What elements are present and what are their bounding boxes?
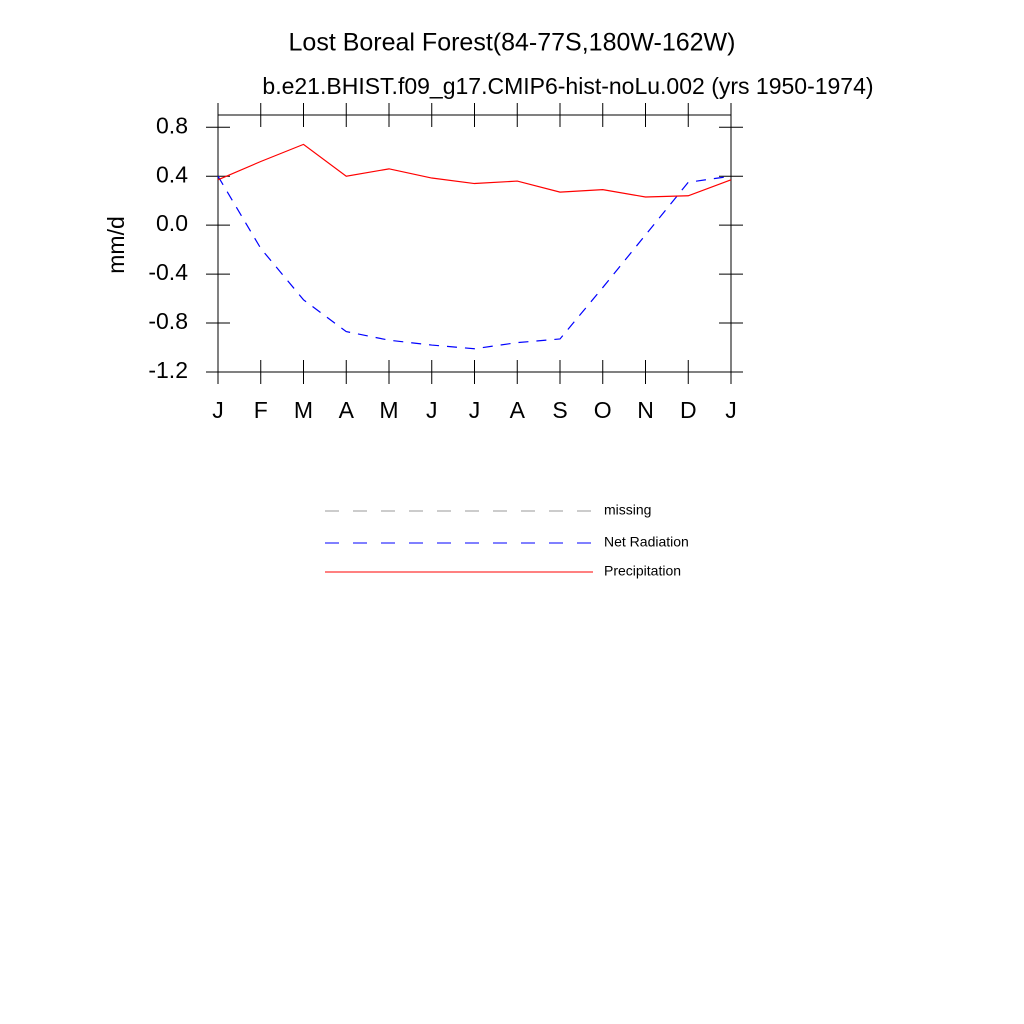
y-tick-label: 0.8: [156, 112, 188, 138]
x-tick-label: J: [426, 397, 438, 423]
x-tick-label: D: [680, 397, 697, 423]
x-tick-label: M: [294, 397, 313, 423]
x-tick-label: A: [339, 397, 355, 423]
series-line: [217, 175, 732, 350]
x-tick-label: J: [212, 397, 224, 423]
x-tick-label: J: [469, 397, 481, 423]
plot-frame: [217, 114, 732, 373]
y-tick-label: 0.4: [156, 161, 188, 187]
y-axis-label: mm/d: [103, 216, 129, 274]
x-tick-label: N: [637, 397, 654, 423]
chart-title: Lost Boreal Forest(84-77S,180W-162W): [289, 29, 736, 57]
x-tick-label: F: [254, 397, 268, 423]
y-tick-label: -1.2: [148, 357, 188, 383]
legend-label: missing: [604, 502, 651, 518]
x-tick-label: S: [552, 397, 567, 423]
x-tick-label: J: [725, 397, 737, 423]
series-line: [217, 143, 732, 198]
x-tick-label: O: [594, 397, 612, 423]
y-tick-label: -0.4: [148, 259, 188, 285]
x-tick-label: M: [379, 397, 398, 423]
legend-label: Net Radiation: [604, 534, 689, 550]
chart-subtitle: b.e21.BHIST.f09_g17.CMIP6-hist-noLu.002 …: [262, 73, 873, 99]
legend-label: Precipitation: [604, 563, 681, 579]
y-tick-label: -0.8: [148, 308, 188, 334]
x-tick-label: A: [510, 397, 526, 423]
y-tick-label: 0.0: [156, 210, 188, 236]
